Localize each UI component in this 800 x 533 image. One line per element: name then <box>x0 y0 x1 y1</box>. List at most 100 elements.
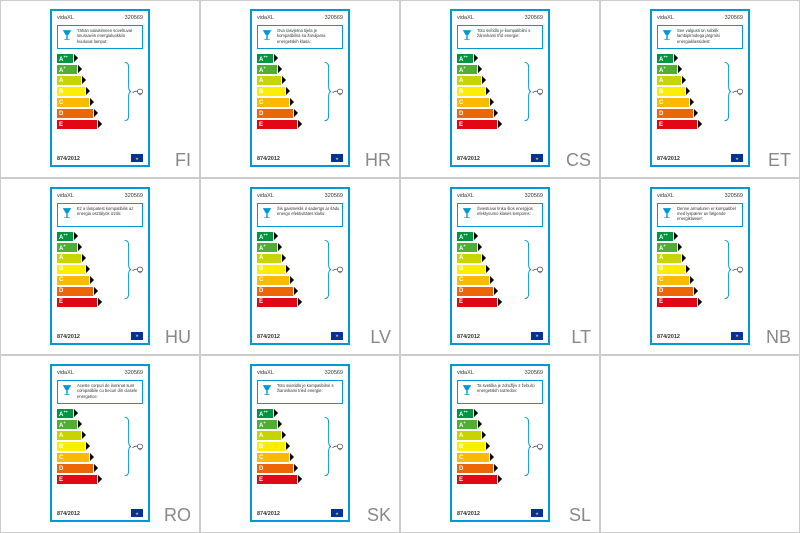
label-cell-nb: vidaXL320569Denne armaturen er kompatibe… <box>600 178 800 356</box>
card-footer: 874/2012 <box>457 509 543 517</box>
lamp-icon <box>60 383 74 397</box>
energy-class-label: D <box>459 288 463 294</box>
energy-class-chart: A++A+ABCDE <box>457 53 543 131</box>
bracket-icon <box>123 408 131 485</box>
compatibility-text: Tähän valaisimeen soveltuvat seuraaviin … <box>77 28 140 44</box>
energy-class-label: A++ <box>59 54 68 63</box>
brand-text: vidaXL <box>257 370 274 376</box>
regulation-text: 874/2012 <box>57 156 80 162</box>
bracket-icon <box>323 53 331 130</box>
energy-arrow-C: C <box>657 97 697 108</box>
energy-arrow-D: D <box>457 108 497 119</box>
lamp-icon <box>660 28 674 42</box>
bracket-icon <box>523 408 531 485</box>
energy-class-label: E <box>459 477 463 483</box>
energy-arrow-Aplus: A+ <box>57 419 97 430</box>
energy-class-label: A++ <box>459 54 468 63</box>
compatibility-info-box: Ez a lámpatest kompatibilis az energia o… <box>57 203 143 227</box>
compatibility-info-box: Toto svietidlo je kompatibilné s žiarovk… <box>257 380 343 404</box>
bracket-icon <box>523 231 531 308</box>
lamp-icon <box>260 28 274 42</box>
energy-arrow-Aplusplus: A++ <box>257 231 297 242</box>
energy-arrow-D: D <box>257 286 297 297</box>
lamp-icon <box>260 206 274 220</box>
regulation-text: 874/2012 <box>57 334 80 340</box>
label-cell-hu: vidaXL320569 Ez a lámpatest kompatibilis … <box>0 178 200 356</box>
energy-arrow-A: A <box>257 430 297 441</box>
brand-text: vidaXL <box>57 370 74 376</box>
energy-arrow-Aplus: A+ <box>657 64 697 75</box>
energy-class-label: A <box>459 78 463 84</box>
card-footer: 874/2012 <box>457 332 543 340</box>
card-footer: 874/2012 <box>57 509 143 517</box>
eu-flag-icon <box>331 154 343 162</box>
energy-label-card: vidaXL 320569 Toto svietidlo je kompatibil… <box>250 364 350 522</box>
sku-text: 320569 <box>725 193 743 199</box>
energy-arrow-B: B <box>257 86 297 97</box>
energy-class-label: C <box>259 455 263 461</box>
energy-class-label: D <box>459 111 463 117</box>
energy-class-chart: A++A+ABCDE <box>57 53 143 131</box>
energy-arrow-B: B <box>257 441 297 452</box>
brand-text: vidaXL <box>457 193 474 199</box>
energy-arrow-B: B <box>57 264 97 275</box>
energy-arrow-Aplusplus: A++ <box>457 408 497 419</box>
eu-flag-icon <box>131 509 143 517</box>
compatibility-info-box: See valgusti on sobilik lambipirnidega j… <box>657 25 743 49</box>
card-footer: 874/2012 <box>657 332 743 340</box>
energy-arrow-A: A <box>57 75 97 86</box>
energy-class-label: A+ <box>659 65 666 74</box>
energy-label-card: vidaXL320569 Ez a lámpatest kompatibilis … <box>50 187 150 345</box>
card-header: vidaXL320569 <box>652 189 748 201</box>
lamp-icon <box>60 206 74 220</box>
energy-arrow-C: C <box>457 452 497 463</box>
brand-text: vidaXL <box>57 193 74 199</box>
sku-text: 320569 <box>525 370 543 376</box>
sku-text: 320569 <box>325 370 343 376</box>
card-footer: 874/2012 <box>57 154 143 162</box>
label-cell-sl: vidaXL320569Ta svetilka je združljiv z ž… <box>400 355 600 533</box>
energy-arrow-E: E <box>457 474 497 485</box>
energy-arrow-Aplusplus: A++ <box>257 53 297 64</box>
eu-flag-icon <box>531 154 543 162</box>
energy-arrow-Aplusplus: A++ <box>457 53 497 64</box>
label-cell-cs: vidaXL320569Toto svítidlo je kompatibiln… <box>400 0 600 178</box>
brand-text: vidaXL <box>257 193 274 199</box>
energy-arrow-C: C <box>57 97 97 108</box>
energy-label-card: vidaXL320569Šis gaismeklis ir saderīgs a… <box>250 187 350 345</box>
bracket-icon <box>123 53 131 130</box>
energy-arrow-Aplusplus: A++ <box>457 231 497 242</box>
energy-class-chart: A++A+ABCDE <box>257 231 343 309</box>
energy-class-label: C <box>459 277 463 283</box>
lamp-icon <box>460 206 474 220</box>
energy-arrow-C: C <box>457 275 497 286</box>
card-header: vidaXL320569 <box>52 189 148 201</box>
compatibility-text: Ez a lámpatest kompatibilis az energia o… <box>77 206 140 217</box>
energy-class-label: A+ <box>259 420 266 429</box>
energy-class-label: C <box>259 277 263 283</box>
empty-cell <box>600 355 800 533</box>
card-footer: 874/2012 <box>457 154 543 162</box>
energy-arrow-A: A <box>457 75 497 86</box>
bracket-icon <box>123 231 131 308</box>
energy-class-label: A++ <box>59 409 68 418</box>
energy-arrow-A: A <box>457 430 497 441</box>
card-header: vidaXL320569 <box>452 11 548 23</box>
energy-arrow-Aplus: A+ <box>257 419 297 430</box>
energy-arrow-D: D <box>57 108 97 119</box>
energy-class-label: D <box>259 111 263 117</box>
energy-class-label: B <box>459 444 463 450</box>
sku-text: 320569 <box>125 370 143 376</box>
energy-arrow-Aplus: A+ <box>57 64 97 75</box>
energy-class-chart: A++A+ABCDE <box>57 408 143 486</box>
energy-class-label: B <box>259 444 263 450</box>
energy-arrow-Aplus: A+ <box>257 242 297 253</box>
compatibility-info-box: Tähän valaisimeen soveltuvat seuraaviin … <box>57 25 143 49</box>
energy-arrow-Aplus: A+ <box>657 242 697 253</box>
energy-arrow-Aplus: A+ <box>57 242 97 253</box>
energy-class-label: E <box>259 299 263 305</box>
energy-class-label: D <box>659 288 663 294</box>
energy-arrow-D: D <box>657 286 697 297</box>
regulation-text: 874/2012 <box>257 156 280 162</box>
label-cell-hr: vidaXL320569Ova rasvjetna tijela je komp… <box>200 0 400 178</box>
